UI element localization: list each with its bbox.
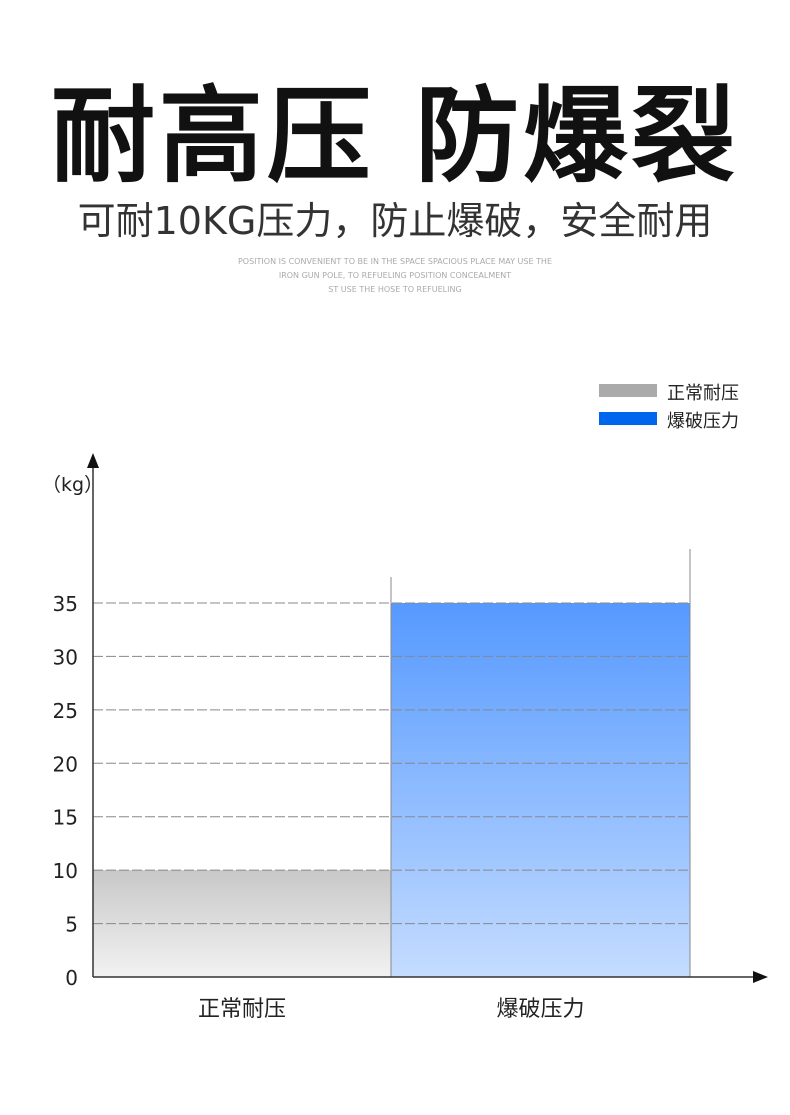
english-caption-line: IRON GUN POLE, TO REFUELING POSITION CON… [278,271,512,280]
y-tick-label: 10 [53,859,78,883]
y-tick-label: 5 [65,913,78,937]
y-tick-label: 15 [53,806,78,830]
y-tick-label: 20 [53,752,78,776]
y-tick-label: 25 [53,699,78,723]
legend-label-normal: 正常耐压 [667,383,739,404]
english-caption-line: ST USE THE HOSE TO REFUELING [328,285,462,294]
legend-swatch-normal [599,384,657,397]
y-tick-label: 30 [53,645,78,669]
y-tick-label: 0 [65,966,78,990]
english-caption-line: POSITION IS CONVENIENT TO BE IN THE SPAC… [237,257,552,266]
x-axis-arrow-icon [753,971,768,983]
bar-burst [391,603,690,977]
category-label: 正常耐压 [198,997,286,1022]
y-axis-arrow-icon [87,453,99,468]
y-tick-label: 35 [53,592,78,616]
page-subtitle: 可耐10KG压力，防止爆破，安全耐用 [77,199,713,243]
legend-swatch-burst [599,412,657,425]
category-label: 爆破压力 [496,997,584,1022]
y-axis-label: （kg） [42,474,103,496]
page-title: 耐高压 防爆裂 [50,75,740,197]
legend-label-burst: 爆破压力 [667,411,739,432]
